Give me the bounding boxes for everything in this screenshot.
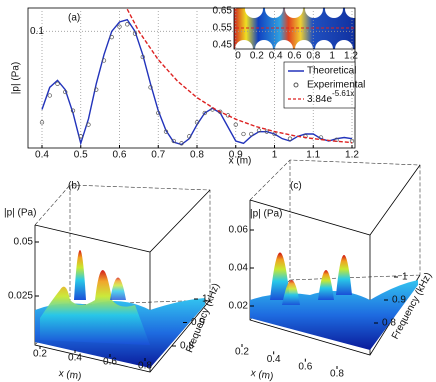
x-axis-label: x (m) [250,368,274,382]
inset-x-tick-label: 0 [235,51,241,62]
y-tick-label: 0.8 [382,318,396,329]
data-point [39,120,45,125]
x-tick-label: 0.8 [190,150,204,161]
x-tick-label: 0.8 [330,369,344,380]
z-tick-label: 0.04 [229,263,249,274]
data-point [109,35,114,40]
data-point [241,131,246,137]
x-tick-label: 0.6 [298,361,312,372]
y-tick-label: 1 [402,272,408,283]
inset-x-tick-label: 0.6 [288,51,302,62]
data-point [55,81,60,86]
panel-b-marks: 0.025 0.05 0.2 0.4 0.6 0.8 0.8 0.9 1 [8,237,208,372]
series-line [41,18,353,146]
data-point [349,138,355,144]
data-point [63,89,68,95]
panel-label: (c) [290,181,302,192]
z-tick-label: 0.05 [14,237,34,248]
y-tick-label: 1 [202,294,208,305]
inset-x-tick-label: 1.2 [344,51,358,62]
data-point [70,108,76,113]
data-point [47,93,52,98]
z-tick-label: 0.02 [229,301,249,312]
z-axis-label: |p| (Pa) [4,208,36,219]
x-tick-label: 0.2 [235,347,249,358]
inset-x-tick-label: 0.8 [306,51,320,62]
legend-label: Experimental [307,80,365,91]
panel-b-box [34,184,211,373]
data-point [218,109,223,114]
panel-label: (b) [68,181,80,192]
data-point [86,122,91,127]
y-axis-label: |p| (Pa) [11,62,22,94]
data-point [194,120,200,125]
data-point [256,128,262,133]
legend-label-exponent: -5.61x [332,89,354,98]
data-point [264,129,269,134]
data-point [78,134,83,139]
x-tick-label: 0.5 [74,150,88,161]
data-point [187,134,192,139]
data-point [156,110,161,116]
series-line [126,8,353,144]
data-point [140,54,145,60]
panel-c-box [249,159,421,356]
panel-a-marks: 0.4 0.5 0.6 0.7 0.8 0.9 1 1.1 1.2 0.1 0 0.2 0.4 0.6 0.… [28,6,359,161]
x-tick-label: 0.7 [151,150,165,161]
x-axis-label: x (m) [58,368,82,382]
legend-label: Theoretical [307,66,356,77]
x-tick-label: 0.4 [68,353,82,364]
data-point [179,141,184,146]
panel-c-marks: 0.02 0.04 0.06 0.2 0.4 0.6 0.8 0.8 0.9 1 [229,225,408,380]
data-point [249,131,254,137]
data-point [125,22,130,27]
x-tick-label: 0.4 [267,354,281,365]
y-tick-label: 0.1 [30,26,44,37]
inset-holes [235,0,363,58]
data-point [101,58,107,63]
y-tick-label: 0.8 [180,341,194,352]
inset-y-tick-label: 0.45 [213,40,233,51]
inset-y-tick-label: 0.55 [213,23,233,34]
z-tick-label: 0.025 [8,291,33,302]
x-tick-label: 0.6 [103,357,117,368]
inset-x-tick-label: 0.4 [269,51,283,62]
data-point [94,87,99,92]
data-point [148,85,153,90]
data-point [287,136,293,141]
z-axis-label: |p| (Pa) [250,209,282,220]
data-point [132,31,138,36]
x-tick-label: 0.8 [138,361,152,372]
inset-x-tick-label: 0.2 [250,51,264,62]
legend-label: 3.84e [307,94,332,105]
x-tick-label: 0.9 [229,150,243,161]
panel-label: (a) [68,13,80,24]
x-tick-label: 0.6 [113,150,127,161]
legend-label: 3.84e-5.61x [307,89,354,105]
x-axis-label: x (m) [229,156,252,167]
x-tick-label: 0.4 [35,150,49,161]
data-point [171,138,176,144]
data-point [202,110,207,116]
x-tick-label: 0.2 [33,349,47,360]
x-tick-label: 1 [272,150,278,161]
data-point [117,24,122,29]
inset-y-tick-label: 0.65 [213,6,233,17]
inset-frame [233,7,356,50]
data-point [233,122,238,127]
y-tick-label: 0.9 [392,295,406,306]
inset-x-tick-label: 1 [329,51,335,62]
x-tick-label: 1.1 [306,150,320,161]
x-tick-label: 1.2 [345,150,359,161]
z-tick-label: 0.06 [229,225,249,236]
legend [283,61,356,109]
legend-marker [293,82,299,88]
data-point [163,129,169,134]
y-tick-label: 0.9 [191,317,205,328]
